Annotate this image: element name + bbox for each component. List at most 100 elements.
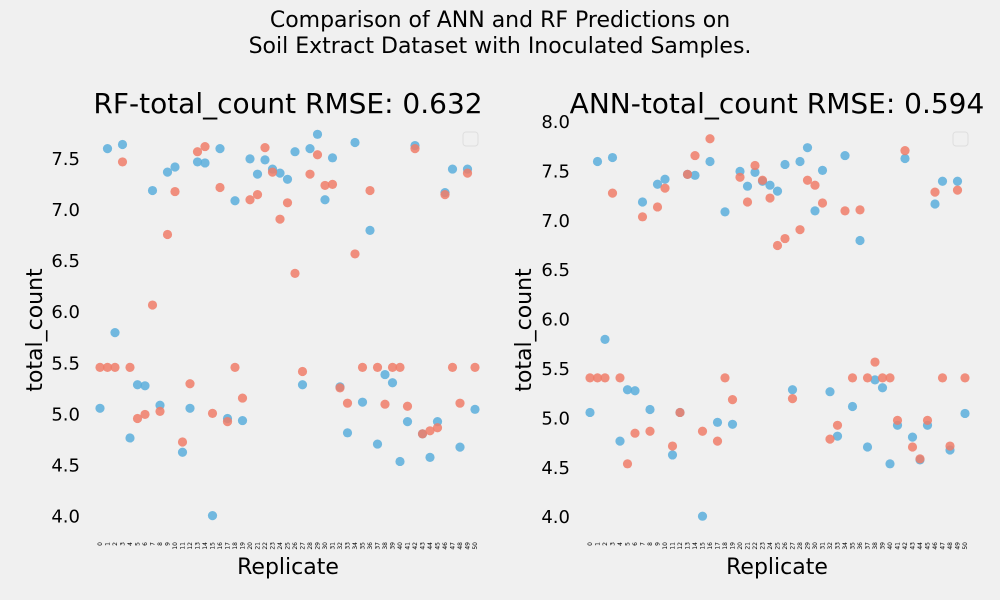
- rf-series-1-point: [447, 362, 458, 373]
- rf-series-0-point: [260, 155, 270, 165]
- ann-x-tick-label: 5: [625, 542, 632, 546]
- rf-series-1-point: [290, 268, 300, 278]
- ann-y-tick-label: 4.5: [541, 458, 570, 479]
- rf-series-0-point: [425, 452, 435, 462]
- ann-x-tick-label: 43: [910, 542, 917, 550]
- ann-series-1-point: [885, 373, 895, 383]
- rf-series-0-point: [470, 404, 480, 414]
- ann-series-1-point: [682, 169, 693, 179]
- rf-series-1-point: [125, 362, 135, 373]
- rf-series-0-point: [372, 439, 383, 449]
- rf-series-0-point: [275, 168, 285, 178]
- rf-x-tick-label: 34: [352, 542, 359, 550]
- ann-x-tick-label: 41: [895, 542, 902, 550]
- ann-series-1-point: [960, 373, 970, 383]
- ann-x-tick-label: 48: [947, 542, 954, 550]
- rf-series-0-point: [237, 415, 248, 426]
- rf-series-1-point: [155, 406, 165, 416]
- ann-x-tick-label: 3: [610, 542, 617, 546]
- rf-series-1-point: [170, 186, 180, 197]
- rf-series-1-point: [350, 249, 360, 259]
- ann-series-0-point: [645, 404, 655, 415]
- ann-x-tick-label: 19: [730, 542, 737, 550]
- rf-series-0-point: [185, 403, 195, 413]
- rf-series-0-point: [402, 416, 413, 427]
- ann-series-0-point: [600, 334, 610, 344]
- ann-x-tick-label: 49: [955, 542, 962, 550]
- ann-x-tick-label: 2: [602, 542, 609, 546]
- rf-series-1-point: [267, 167, 278, 177]
- ann-series-1-point: [757, 175, 768, 185]
- ann-series-1-point: [795, 225, 805, 235]
- ann-series-1-point: [742, 197, 753, 207]
- ann-series-0-point: [780, 159, 790, 170]
- rf-x-tick-label: 43: [420, 542, 427, 550]
- ann-series-0-point: [637, 197, 648, 207]
- ann-series-0-point: [622, 385, 633, 395]
- rf-series-1-point: [365, 185, 375, 196]
- rf-series-1-point: [395, 362, 405, 373]
- ann-y-axis-label: total_count: [512, 268, 537, 392]
- rf-x-tick-label: 15: [210, 542, 217, 550]
- rf-series-0-point: [290, 147, 300, 157]
- ann-x-tick-label: 29: [805, 542, 812, 550]
- ann-x-tick-label: 39: [880, 542, 887, 550]
- ann-series-1-point: [937, 373, 948, 383]
- ann-x-tick-label: 7: [640, 542, 647, 546]
- ann-x-tick-label: 33: [835, 542, 842, 550]
- ann-series-0-point: [585, 407, 595, 418]
- ann-series-1-point: [900, 146, 910, 156]
- rf-series-1-point: [275, 214, 285, 224]
- rf-x-tick-label: 49: [465, 542, 472, 550]
- rf-series-1-point: [110, 362, 120, 373]
- ann-series-1-point: [952, 185, 963, 195]
- ann-x-tick-label: 50: [962, 542, 969, 550]
- ann-series-1-point: [817, 198, 828, 208]
- ann-series-0-point: [862, 442, 873, 452]
- rf-series-1-point: [342, 398, 353, 408]
- ann-series-0-point: [765, 180, 775, 190]
- ann-x-tick-label: 31: [820, 542, 827, 550]
- ann-series-0-point: [900, 153, 910, 164]
- ann-series-0-point: [877, 383, 888, 393]
- rf-series-1-point: [177, 437, 188, 447]
- rf-series-0-point: [447, 164, 458, 174]
- ann-x-tick-label: 20: [737, 542, 744, 550]
- ann-x-tick-label: 47: [940, 542, 947, 550]
- rf-x-tick-label: 47: [450, 542, 457, 550]
- rf-series-1-point: [230, 362, 240, 373]
- ann-series-0-point: [772, 186, 783, 196]
- rf-x-tick-label: 16: [217, 542, 224, 550]
- ann-series-1-point: [915, 454, 925, 464]
- rf-x-axis-label: Replicate: [237, 555, 339, 580]
- ann-series-0-point: [652, 179, 663, 189]
- ann-series-1-point: [810, 180, 820, 190]
- rf-chart-title: RF-total_count RMSE: 0.632: [93, 87, 482, 120]
- rf-y-tick-label: 7.5: [51, 149, 80, 170]
- ann-series-1-point: [592, 373, 603, 383]
- ann-x-tick-label: 37: [865, 542, 872, 550]
- rf-series-0-point: [207, 511, 218, 521]
- rf-series-1-point: [132, 413, 143, 424]
- ann-series-0-point: [832, 431, 843, 441]
- rf-series-1-point: [320, 180, 330, 191]
- rf-x-tick-label: 46: [442, 542, 449, 550]
- rf-series-0-point: [387, 378, 398, 388]
- ann-series-0-point: [720, 207, 730, 217]
- ann-series-0-point: [750, 167, 760, 177]
- ann-x-tick-label: 17: [715, 542, 722, 550]
- ann-series-0-point: [795, 156, 805, 167]
- rf-x-tick-label: 23: [270, 542, 277, 550]
- ann-series-1-point: [765, 193, 775, 203]
- ann-x-tick-label: 4: [617, 542, 624, 546]
- rf-series-0-point: [342, 428, 353, 438]
- rf-series-1-point: [425, 426, 435, 436]
- ann-x-tick-label: 12: [677, 542, 684, 550]
- rf-y-tick-label: 6.0: [51, 302, 80, 323]
- rf-series-0-point: [215, 144, 225, 154]
- rf-x-tick-label: 12: [187, 542, 194, 550]
- rf-x-tick-label: 7: [150, 542, 157, 546]
- ann-series-1-point: [877, 373, 888, 383]
- rf-series-0-point: [110, 328, 120, 338]
- rf-x-tick-label: 17: [225, 542, 232, 550]
